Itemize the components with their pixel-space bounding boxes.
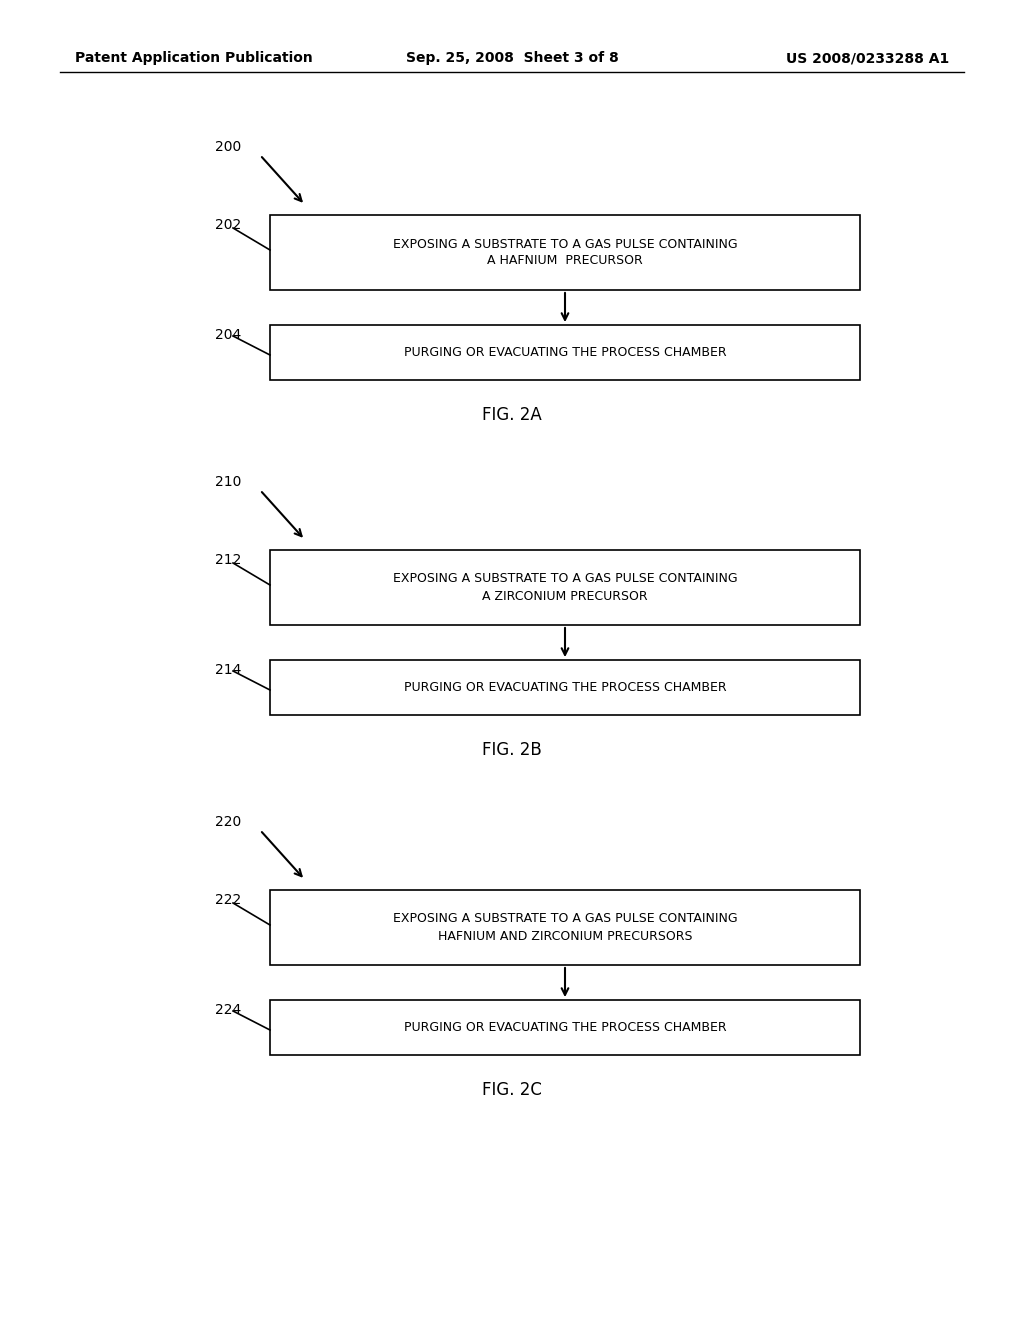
Bar: [270, 1001, 860, 1055]
Text: 202: 202: [215, 218, 242, 232]
Text: FIG. 2C: FIG. 2C: [482, 1081, 542, 1100]
Bar: [270, 325, 860, 380]
Text: FIG. 2B: FIG. 2B: [482, 741, 542, 759]
Text: 200: 200: [215, 140, 242, 154]
Text: EXPOSING A SUBSTRATE TO A GAS PULSE CONTAINING
A HAFNIUM  PRECURSOR: EXPOSING A SUBSTRATE TO A GAS PULSE CONT…: [392, 238, 737, 268]
Text: FIG. 2A: FIG. 2A: [482, 407, 542, 424]
Text: Patent Application Publication: Patent Application Publication: [75, 51, 312, 65]
Text: 210: 210: [215, 475, 242, 488]
Text: Sep. 25, 2008  Sheet 3 of 8: Sep. 25, 2008 Sheet 3 of 8: [406, 51, 618, 65]
Text: PURGING OR EVACUATING THE PROCESS CHAMBER: PURGING OR EVACUATING THE PROCESS CHAMBE…: [403, 681, 726, 694]
Text: 220: 220: [215, 814, 242, 829]
Text: EXPOSING A SUBSTRATE TO A GAS PULSE CONTAINING
A ZIRCONIUM PRECURSOR: EXPOSING A SUBSTRATE TO A GAS PULSE CONT…: [392, 573, 737, 602]
Text: 212: 212: [215, 553, 242, 568]
Text: PURGING OR EVACUATING THE PROCESS CHAMBER: PURGING OR EVACUATING THE PROCESS CHAMBE…: [403, 346, 726, 359]
Bar: [270, 660, 860, 715]
Bar: [270, 215, 860, 290]
Text: EXPOSING A SUBSTRATE TO A GAS PULSE CONTAINING
HAFNIUM AND ZIRCONIUM PRECURSORS: EXPOSING A SUBSTRATE TO A GAS PULSE CONT…: [392, 912, 737, 942]
Bar: [270, 550, 860, 624]
Text: US 2008/0233288 A1: US 2008/0233288 A1: [785, 51, 949, 65]
Text: 214: 214: [215, 663, 242, 677]
Bar: [270, 890, 860, 965]
Text: PURGING OR EVACUATING THE PROCESS CHAMBER: PURGING OR EVACUATING THE PROCESS CHAMBE…: [403, 1020, 726, 1034]
Text: 224: 224: [215, 1003, 242, 1016]
Text: 204: 204: [215, 327, 242, 342]
Text: 222: 222: [215, 894, 242, 907]
